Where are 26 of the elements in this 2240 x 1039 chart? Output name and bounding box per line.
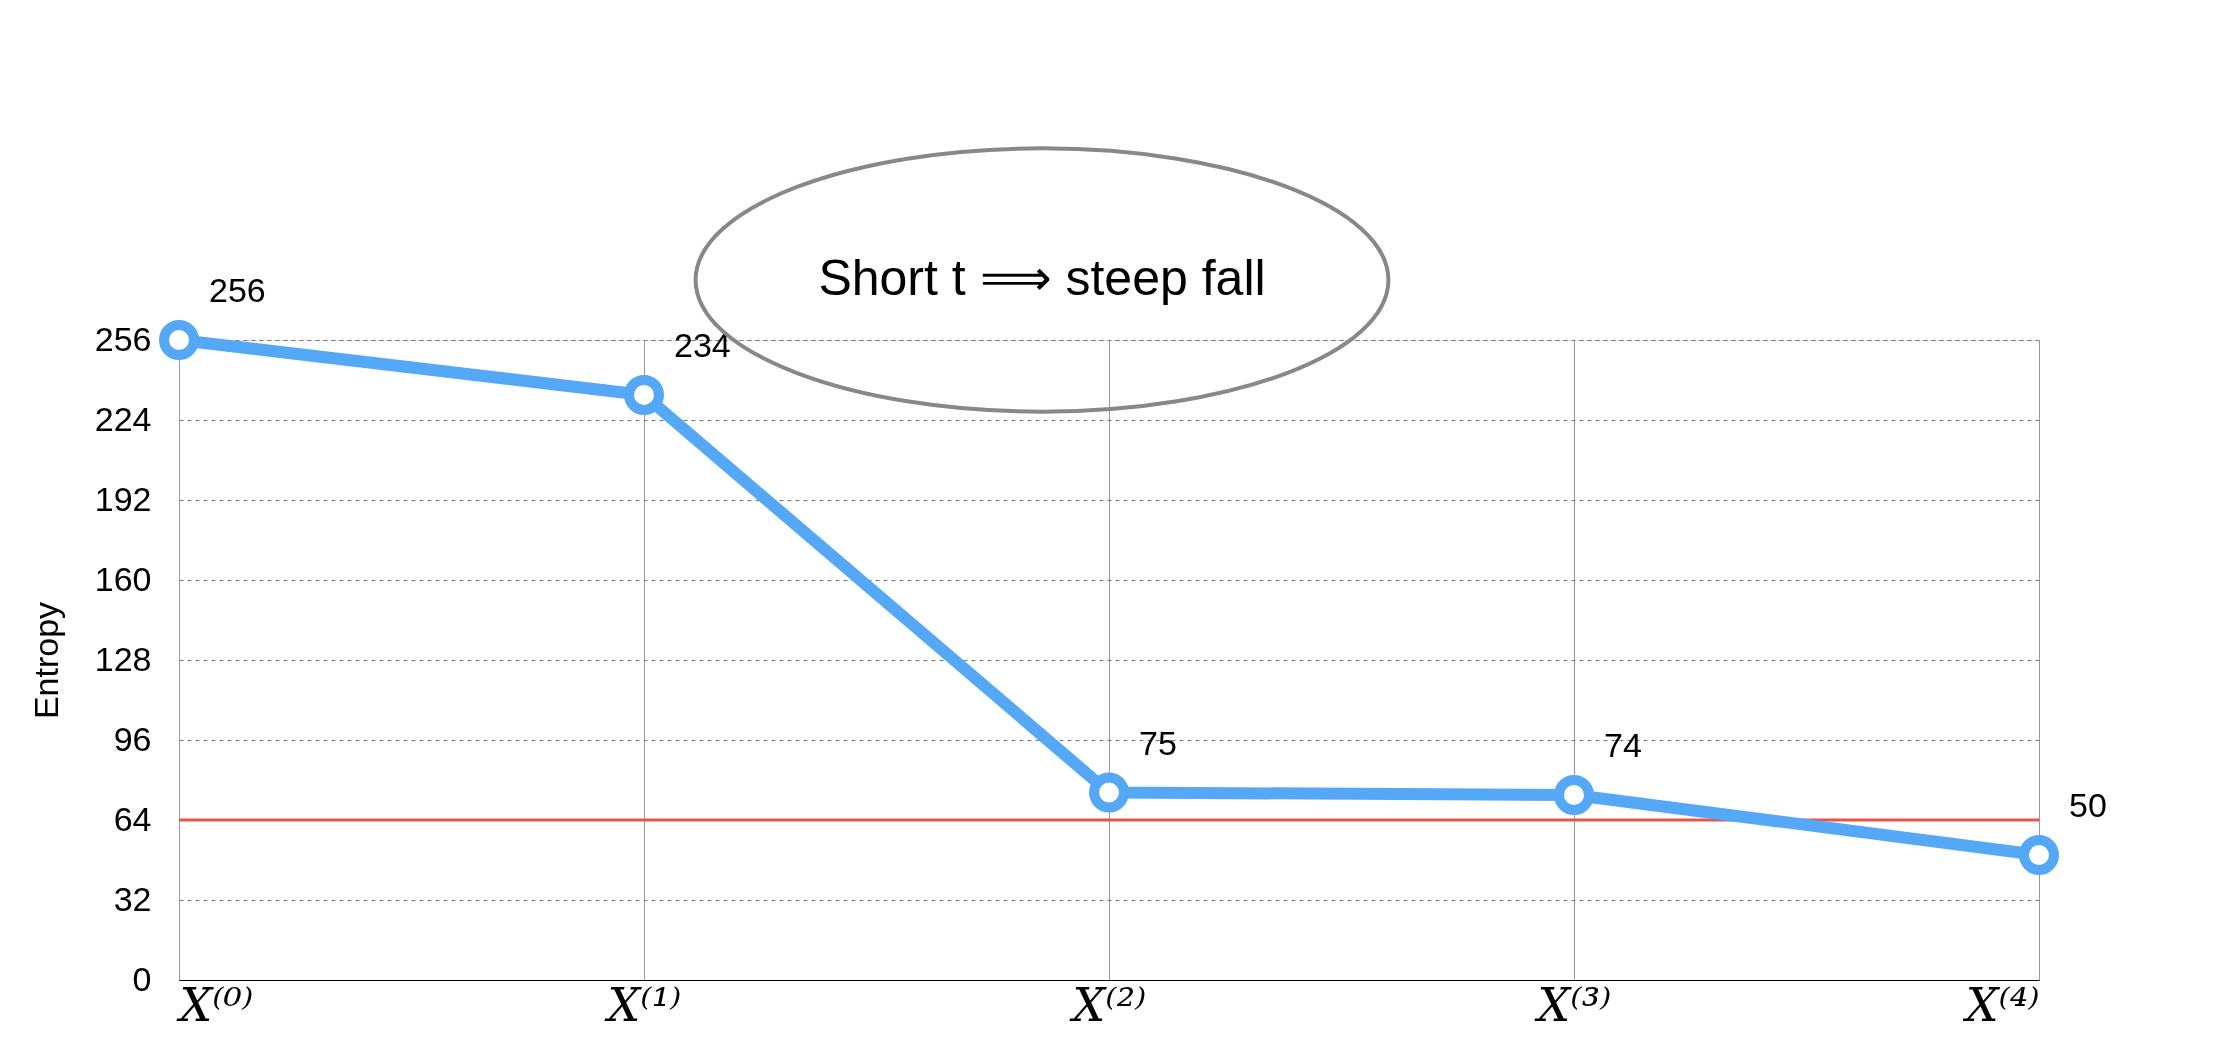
y-tick-label: 224 bbox=[94, 399, 152, 438]
point bbox=[624, 375, 664, 415]
y-tick-label: 160 bbox=[94, 559, 152, 598]
data-label: 74 bbox=[1604, 726, 1642, 764]
point bbox=[2019, 835, 2059, 875]
data-label: 234 bbox=[674, 326, 731, 364]
x-tick-label: X⁽¹⁾ bbox=[604, 977, 682, 1032]
data-label: 75 bbox=[1139, 723, 1177, 762]
x-tick-label: X⁽²⁾ bbox=[1069, 977, 1147, 1032]
y-tick-label: 64 bbox=[113, 799, 152, 838]
y-tick-label: 96 bbox=[113, 719, 152, 758]
data-label: 50 bbox=[2069, 786, 2107, 824]
y-tick-label: 32 bbox=[113, 879, 152, 918]
data-label: 256 bbox=[209, 271, 266, 309]
point bbox=[1554, 775, 1594, 815]
text: Short t ⟹ steep fall bbox=[818, 250, 1266, 306]
y-axis-title: Entropy bbox=[26, 601, 65, 720]
y-tick-label: 256 bbox=[94, 319, 152, 358]
x-tick-label: X⁽⁴⁾ bbox=[1962, 977, 2040, 1032]
x-tick-label: X⁽⁰⁾ bbox=[176, 977, 254, 1032]
y-tick-label: 128 bbox=[94, 639, 152, 678]
y-tick-label: 192 bbox=[94, 479, 152, 518]
y-tick-label: 0 bbox=[132, 959, 152, 998]
x-tick-label: X⁽³⁾ bbox=[1534, 977, 1612, 1032]
point bbox=[1089, 772, 1129, 813]
point bbox=[159, 320, 199, 360]
